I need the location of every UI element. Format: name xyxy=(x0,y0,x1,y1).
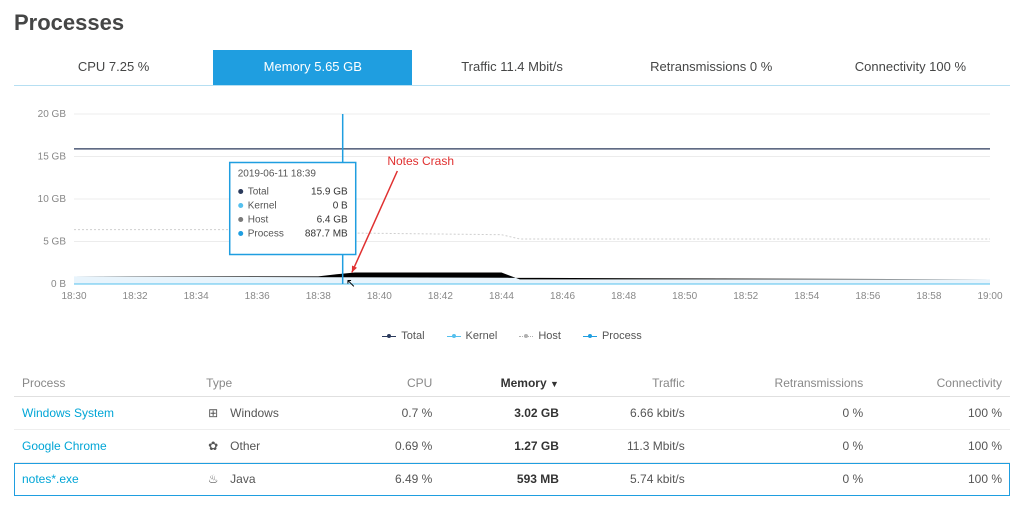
svg-text:18:44: 18:44 xyxy=(489,291,514,302)
svg-text:18:40: 18:40 xyxy=(367,291,392,302)
tab-0[interactable]: CPU 7.25 % xyxy=(14,50,213,85)
svg-text:18:54: 18:54 xyxy=(794,291,819,302)
cpu-cell: 0.69 % xyxy=(349,430,440,463)
table-row[interactable]: Windows System ⊞ Windows 0.7 %3.02 GB6.66 k… xyxy=(14,397,1010,430)
type-label: Windows xyxy=(230,406,279,420)
cpu-cell: 6.49 % xyxy=(349,463,440,496)
tab-3[interactable]: Retransmissions 0 % xyxy=(612,50,811,85)
svg-text:↖: ↖ xyxy=(346,276,356,290)
svg-text:20 GB: 20 GB xyxy=(38,109,67,120)
type-label: Other xyxy=(230,439,260,453)
memory-cell: 3.02 GB xyxy=(440,397,567,430)
legend-kernel[interactable]: Kernel xyxy=(447,330,498,342)
svg-text:0 B: 0 B xyxy=(333,201,348,212)
svg-text:18:32: 18:32 xyxy=(123,291,148,302)
tab-2[interactable]: Traffic 11.4 Mbit/s xyxy=(412,50,611,85)
svg-text:2019-06-11 18:39: 2019-06-11 18:39 xyxy=(238,169,317,180)
svg-text:Process: Process xyxy=(248,229,284,240)
svg-text:18:46: 18:46 xyxy=(550,291,575,302)
process-link[interactable]: notes*.exe xyxy=(22,472,79,486)
conn-cell: 100 % xyxy=(871,397,1010,430)
col-traffic[interactable]: Traffic xyxy=(567,370,693,397)
svg-text:Host: Host xyxy=(248,215,269,226)
svg-text:18:42: 18:42 xyxy=(428,291,453,302)
svg-text:0 B: 0 B xyxy=(51,279,66,290)
svg-text:18:36: 18:36 xyxy=(245,291,270,302)
legend-host[interactable]: Host xyxy=(519,330,561,342)
chart-svg: 0 B 5 GB 10 GB 15 GB 20 GB 18:30 18:32 18:34 18:… xyxy=(14,104,1010,324)
svg-text:887.7 MB: 887.7 MB xyxy=(305,229,348,240)
svg-text:18:56: 18:56 xyxy=(855,291,880,302)
svg-text:18:52: 18:52 xyxy=(733,291,758,302)
svg-text:Total: Total xyxy=(248,187,269,198)
memory-cell: 1.27 GB xyxy=(440,430,567,463)
svg-text:5 GB: 5 GB xyxy=(43,237,66,248)
process-table: ProcessTypeCPUMemory ▼TrafficRetransmiss… xyxy=(14,370,1010,496)
svg-text:Kernel: Kernel xyxy=(248,201,277,212)
cpu-cell: 0.7 % xyxy=(349,397,440,430)
col-connectivity[interactable]: Connectivity xyxy=(871,370,1010,397)
type-icon: ✿ xyxy=(206,439,220,453)
type-label: Java xyxy=(230,472,255,486)
col-process[interactable]: Process xyxy=(14,370,198,397)
svg-text:18:38: 18:38 xyxy=(306,291,331,302)
svg-text:18:30: 18:30 xyxy=(61,291,86,302)
metric-tabs: CPU 7.25 %Memory 5.65 GBTraffic 11.4 Mbi… xyxy=(14,50,1010,86)
process-link[interactable]: Google Chrome xyxy=(22,439,107,453)
page-title: Processes xyxy=(14,10,1010,36)
chart-legend: Total Kernel Host Process xyxy=(14,330,1010,342)
tab-4[interactable]: Connectivity 100 % xyxy=(811,50,1010,85)
table-row[interactable]: Google Chrome ✿ Other 0.69 %1.27 GB11.3 Mbi… xyxy=(14,430,1010,463)
conn-cell: 100 % xyxy=(871,430,1010,463)
legend-process[interactable]: Process xyxy=(583,330,642,342)
col-type[interactable]: Type xyxy=(198,370,349,397)
legend-total[interactable]: Total xyxy=(382,330,424,342)
col-retransmissions[interactable]: Retransmissions xyxy=(693,370,871,397)
col-memory[interactable]: Memory ▼ xyxy=(440,370,567,397)
svg-text:18:58: 18:58 xyxy=(916,291,941,302)
svg-text:Notes Crash: Notes Crash xyxy=(387,154,454,168)
svg-text:18:50: 18:50 xyxy=(672,291,697,302)
memory-cell: 593 MB xyxy=(440,463,567,496)
traffic-cell: 5.74 kbit/s xyxy=(567,463,693,496)
svg-text:10 GB: 10 GB xyxy=(38,194,67,205)
ret-cell: 0 % xyxy=(693,430,871,463)
svg-text:6.4 GB: 6.4 GB xyxy=(317,215,348,226)
svg-text:15 GB: 15 GB xyxy=(38,152,67,163)
svg-text:15.9 GB: 15.9 GB xyxy=(311,187,348,198)
svg-text:18:48: 18:48 xyxy=(611,291,636,302)
process-link[interactable]: Windows System xyxy=(22,406,114,420)
traffic-cell: 11.3 Mbit/s xyxy=(567,430,693,463)
conn-cell: 100 % xyxy=(871,463,1010,496)
traffic-cell: 6.66 kbit/s xyxy=(567,397,693,430)
col-cpu[interactable]: CPU xyxy=(349,370,440,397)
type-icon: ⊞ xyxy=(206,406,220,420)
memory-chart: 0 B 5 GB 10 GB 15 GB 20 GB 18:30 18:32 18:34 18:… xyxy=(14,104,1010,324)
svg-text:19:00: 19:00 xyxy=(977,291,1002,302)
table-row[interactable]: notes*.exe ♨ Java 6.49 %593 MB5.74 kbit/s0 … xyxy=(14,463,1010,496)
ret-cell: 0 % xyxy=(693,463,871,496)
tab-1[interactable]: Memory 5.65 GB xyxy=(213,50,412,85)
svg-text:18:34: 18:34 xyxy=(184,291,209,302)
type-icon: ♨ xyxy=(206,472,220,486)
ret-cell: 0 % xyxy=(693,397,871,430)
